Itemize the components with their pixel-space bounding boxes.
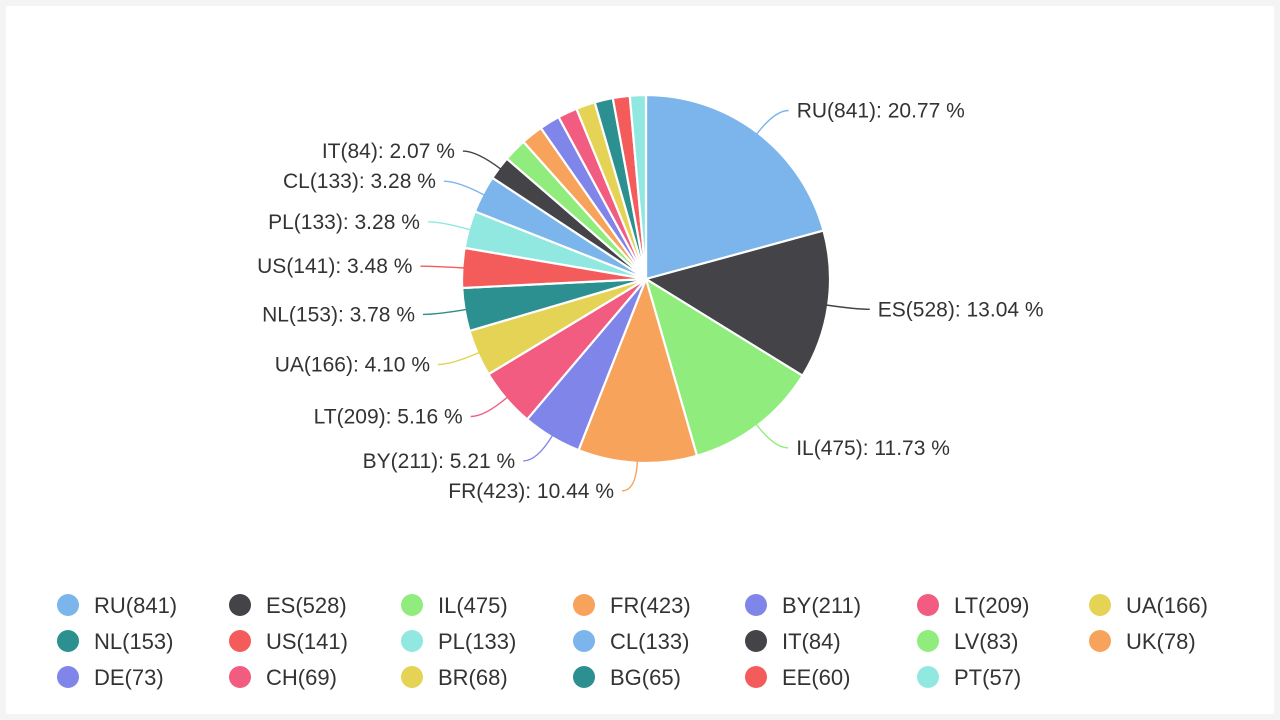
- legend-swatch-pt: [917, 666, 939, 688]
- data-label-by: BY(211): 5.21 %: [363, 450, 516, 473]
- legend-item-cl[interactable]: CL(133): [573, 629, 689, 654]
- legend-label-it: IT(84): [782, 629, 841, 654]
- pie-slices: [460, 93, 832, 465]
- legend-label-il: IL(475): [438, 593, 508, 618]
- legend-label-by: BY(211): [782, 593, 861, 618]
- legend-item-ru[interactable]: RU(841): [57, 593, 177, 618]
- legend-label-bg: BG(65): [610, 665, 681, 690]
- data-label-fr: FR(423): 10.44 %: [448, 480, 614, 503]
- pie-slice-pt[interactable]: [628, 93, 648, 281]
- legend-label-pl: PL(133): [438, 629, 516, 654]
- legend-swatch-ch: [229, 666, 251, 688]
- legend-label-pt: PT(57): [954, 665, 1021, 690]
- legend-label-lt: LT(209): [954, 593, 1029, 618]
- connector-il: [755, 423, 789, 449]
- data-label-ua: UA(166): 4.10 %: [275, 354, 430, 377]
- data-label-pl: PL(133): 3.28 %: [268, 211, 420, 234]
- legend-swatch-ru: [57, 594, 79, 616]
- legend-label-cl: CL(133): [610, 629, 689, 654]
- connector-fr: [621, 460, 639, 492]
- data-label-us: US(141): 3.48 %: [257, 255, 412, 278]
- legend-swatch-nl: [57, 630, 79, 652]
- legend-item-br[interactable]: BR(68): [401, 665, 508, 690]
- connector-ua: [437, 351, 480, 366]
- legend-swatch-il: [401, 594, 423, 616]
- data-label-nl: NL(153): 3.78 %: [262, 303, 415, 326]
- data-label-lt: LT(209): 5.16 %: [314, 406, 463, 429]
- legend-swatch-by: [745, 594, 767, 616]
- legend-item-uk[interactable]: UK(78): [1089, 629, 1196, 654]
- data-label-it: IT(84): 2.07 %: [322, 140, 455, 163]
- connector-nl: [422, 308, 467, 316]
- legend-label-ru: RU(841): [94, 593, 177, 618]
- legend-swatch-ua: [1089, 594, 1111, 616]
- connector-us: [420, 265, 465, 269]
- legend-swatch-fr: [573, 594, 595, 616]
- legend-item-bg[interactable]: BG(65): [573, 665, 681, 690]
- legend-label-lv: LV(83): [954, 629, 1018, 654]
- pie-labels: RU(841): 20.77 % ES(528): 13.04 % IL(475):…: [257, 100, 1043, 503]
- legend-swatch-uk: [1089, 630, 1111, 652]
- legend-swatch-it: [745, 630, 767, 652]
- legend-item-fr[interactable]: FR(423): [573, 593, 691, 618]
- legend-label-ch: CH(69): [266, 665, 337, 690]
- legend-item-pt[interactable]: PT(57): [917, 665, 1021, 690]
- legend-item-pl[interactable]: PL(133): [401, 629, 516, 654]
- legend-swatch-de: [57, 666, 79, 688]
- chart-card: RU(841): 20.77 % ES(528): 13.04 % IL(475):…: [6, 6, 1274, 714]
- legend-item-es[interactable]: ES(528): [229, 593, 347, 618]
- pie-chart: RU(841): 20.77 % ES(528): 13.04 % IL(475):…: [57, 93, 1208, 690]
- legend-label-es: ES(528): [266, 593, 347, 618]
- legend-label-us: US(141): [266, 629, 348, 654]
- legend-swatch-lt: [917, 594, 939, 616]
- legend-label-ee: EE(60): [782, 665, 850, 690]
- legend-label-ua: UA(166): [1126, 593, 1208, 618]
- legend-item-nl[interactable]: NL(153): [57, 629, 173, 654]
- legend-swatch-lv: [917, 630, 939, 652]
- legend: RU(841) ES(528) IL(475) FR(423) BY(211) LT(20…: [57, 593, 1208, 690]
- legend-label-br: BR(68): [438, 665, 508, 690]
- legend-item-ua[interactable]: UA(166): [1089, 593, 1208, 618]
- connector-es: [825, 304, 870, 310]
- legend-swatch-br: [401, 666, 423, 688]
- connector-cl: [443, 180, 485, 196]
- legend-item-by[interactable]: BY(211): [745, 593, 861, 618]
- legend-swatch-es: [229, 594, 251, 616]
- legend-label-fr: FR(423): [610, 593, 691, 618]
- data-label-il: IL(475): 11.73 %: [796, 437, 950, 460]
- connector-lt: [470, 396, 508, 418]
- data-label-ru: RU(841): 20.77 %: [797, 100, 965, 123]
- legend-label-de: DE(73): [94, 665, 164, 690]
- legend-swatch-us: [229, 630, 251, 652]
- connector-ru: [755, 109, 789, 135]
- data-label-cl: CL(133): 3.28 %: [283, 170, 436, 193]
- legend-item-ch[interactable]: CH(69): [229, 665, 337, 690]
- legend-label-nl: NL(153): [94, 629, 173, 654]
- legend-item-de[interactable]: DE(73): [57, 665, 164, 690]
- connector-by: [523, 434, 554, 462]
- legend-swatch-pl: [401, 630, 423, 652]
- legend-item-it[interactable]: IT(84): [745, 629, 841, 654]
- connector-it: [462, 150, 502, 170]
- legend-label-uk: UK(78): [1126, 629, 1196, 654]
- legend-item-lv[interactable]: LV(83): [917, 629, 1018, 654]
- legend-swatch-bg: [573, 666, 595, 688]
- legend-item-lt[interactable]: LT(209): [917, 593, 1029, 618]
- legend-swatch-ee: [745, 666, 767, 688]
- legend-item-us[interactable]: US(141): [229, 629, 348, 654]
- legend-item-ee[interactable]: EE(60): [745, 665, 850, 690]
- data-label-es: ES(528): 13.04 %: [878, 298, 1044, 321]
- legend-swatch-cl: [573, 630, 595, 652]
- connector-pl: [427, 221, 471, 231]
- legend-item-il[interactable]: IL(475): [401, 593, 508, 618]
